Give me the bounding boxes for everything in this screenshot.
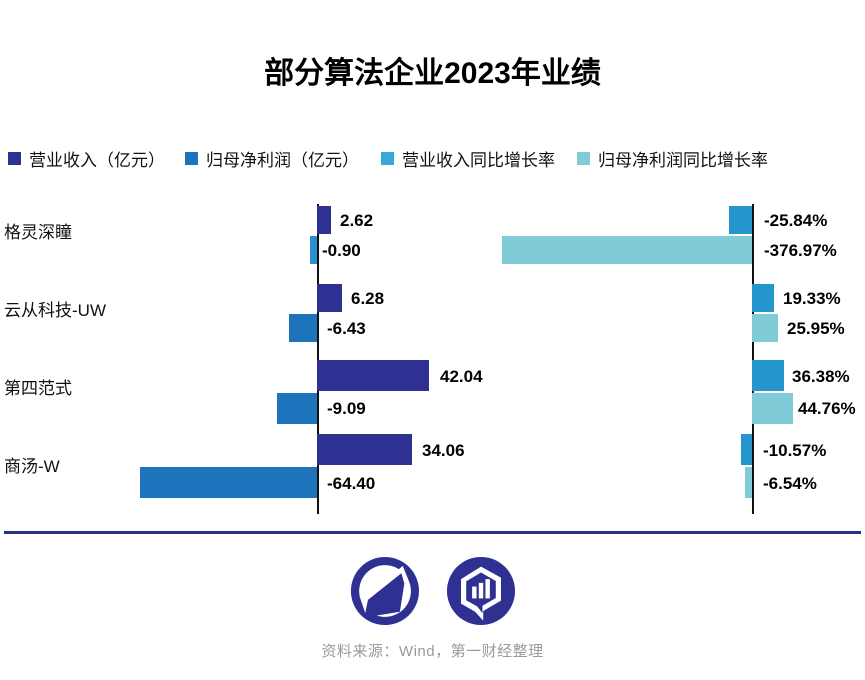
bar-value-label: -0.90 — [322, 241, 361, 260]
legend-item-revenue-growth[interactable]: 营业收入同比增长率 — [381, 146, 555, 171]
bar-revenue[interactable] — [317, 284, 342, 312]
legend-label: 归母净利润（亿元） — [206, 150, 359, 170]
bar-value-label: 6.28 — [351, 289, 385, 308]
bar-value-label: -376.97% — [764, 241, 837, 260]
legend-swatch-icon — [381, 151, 394, 165]
bar-net-profit[interactable] — [289, 314, 317, 342]
legend-swatch-icon — [8, 151, 21, 165]
category-label: 格灵深瞳 — [4, 223, 72, 242]
bar-profit-growth[interactable] — [745, 467, 752, 498]
footer-divider — [4, 531, 861, 534]
bar-revenue[interactable] — [317, 206, 331, 234]
page-title: 部分算法企业2023年业绩 — [264, 57, 601, 90]
bar-value-label: 25.95% — [787, 319, 845, 338]
bar-value-label: -10.57% — [763, 441, 827, 460]
yicai-hex-logo-icon — [446, 556, 515, 626]
chart-plot-area: 格灵深瞳 2.62 -0.90 -25.84% -376.97% 云从科技-UW… — [0, 196, 865, 526]
bar-value-label: -6.54% — [763, 474, 817, 493]
legend-item-net-profit[interactable]: 归母净利润（亿元） — [185, 146, 359, 171]
bar-value-label: 42.04 — [440, 367, 483, 386]
legend-label: 营业收入（亿元） — [29, 150, 165, 170]
legend-item-revenue[interactable]: 营业收入（亿元） — [8, 146, 165, 171]
bar-value-label: 19.33% — [783, 289, 841, 308]
legend-label: 归母净利润同比增长率 — [598, 150, 768, 170]
bar-value-label: -6.43 — [327, 319, 366, 338]
yicai-circle-logo-icon — [350, 556, 419, 626]
right-zero-axis — [752, 204, 754, 514]
bar-value-label: 36.38% — [792, 367, 850, 386]
bar-revenue-growth[interactable] — [752, 360, 784, 391]
bar-value-label: 34.06 — [422, 441, 465, 460]
category-label: 云从科技-UW — [4, 301, 106, 320]
bar-value-label: -64.40 — [327, 474, 376, 493]
footer-logos — [0, 549, 865, 633]
bar-profit-growth[interactable] — [502, 236, 752, 264]
bar-revenue[interactable] — [317, 434, 412, 465]
bar-revenue-growth[interactable] — [752, 284, 774, 312]
bar-value-label: -25.84% — [764, 211, 828, 230]
category-label: 商汤-W — [4, 457, 60, 476]
bar-net-profit[interactable] — [310, 236, 317, 264]
legend-label: 营业收入同比增长率 — [402, 150, 555, 170]
bar-revenue-growth[interactable] — [729, 206, 752, 234]
bar-revenue[interactable] — [317, 360, 429, 391]
category-label: 第四范式 — [4, 379, 72, 398]
legend-swatch-icon — [185, 151, 198, 165]
bar-profit-growth[interactable] — [752, 393, 793, 424]
bar-profit-growth[interactable] — [752, 314, 778, 342]
bar-value-label: 44.76% — [798, 399, 856, 418]
left-zero-axis — [317, 204, 319, 514]
bar-net-profit[interactable] — [140, 467, 317, 498]
chart-legend: 营业收入（亿元） 归母净利润（亿元） 营业收入同比增长率 归母净利润同比增长率 — [8, 146, 865, 170]
bar-value-label: 2.62 — [340, 211, 374, 230]
bar-value-label: -9.09 — [327, 399, 366, 418]
legend-swatch-icon — [577, 151, 590, 165]
bar-revenue-growth[interactable] — [741, 434, 752, 465]
bar-net-profit[interactable] — [277, 393, 317, 424]
legend-item-profit-growth[interactable]: 归母净利润同比增长率 — [577, 146, 768, 171]
source-note: 资料来源：Wind，第一财经整理 — [321, 643, 544, 660]
